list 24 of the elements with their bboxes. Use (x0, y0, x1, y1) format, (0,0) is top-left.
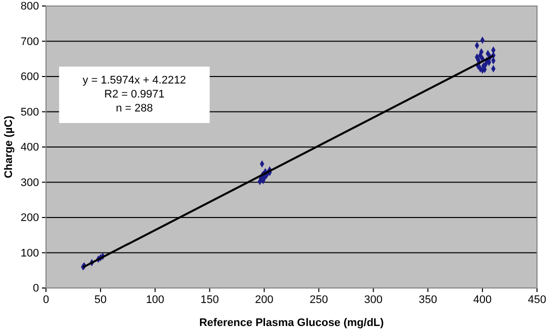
x-tick-label: 450 (528, 294, 546, 306)
x-tick-label: 100 (146, 294, 164, 306)
y-tick-label: 100 (20, 247, 39, 260)
x-tick-label: 150 (200, 294, 219, 306)
y-tick-label: 700 (20, 36, 39, 48)
annotation: n = 288 (116, 102, 153, 115)
x-tick-label: 400 (473, 294, 492, 306)
annotation: y = 1.5974x + 4.2212 (82, 74, 186, 87)
y-tick-label: 200 (20, 212, 39, 224)
y-tick-label: 400 (20, 142, 39, 154)
annotation: R2 = 0.9971 (104, 88, 165, 101)
y-tick-label: 800 (20, 0, 39, 13)
x-tick-label: 350 (418, 294, 438, 306)
x-tick-label: 50 (94, 294, 107, 306)
y-tick-label: 300 (20, 176, 39, 189)
x-tick-label: 300 (364, 294, 383, 306)
x-axis-title: Reference Plasma Glucose (mg/dL) (199, 317, 384, 329)
x-tick-label: 250 (310, 294, 328, 306)
x-tick-label: 0 (42, 294, 50, 306)
y-tick-label: 500 (20, 106, 39, 118)
y-axis-title: Charge (µC) (3, 115, 15, 178)
y-tick-label: 600 (20, 71, 39, 84)
x-tick-label: 200 (255, 294, 274, 306)
y-tick-label: 0 (32, 282, 39, 295)
